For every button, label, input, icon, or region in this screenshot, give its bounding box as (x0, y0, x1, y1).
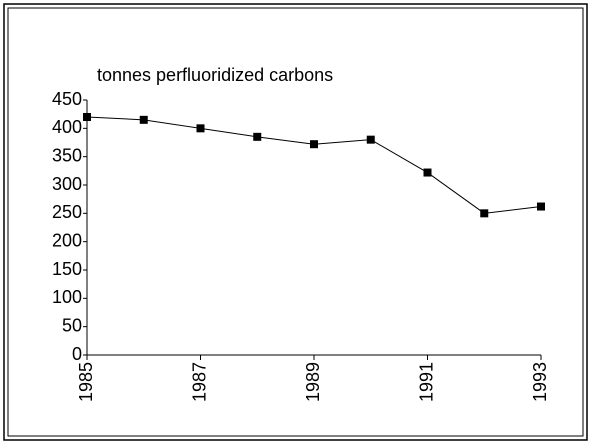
outer-border (3, 3, 588, 441)
marker (196, 124, 205, 133)
y-axis-label: tonnes perfluoridized carbons (97, 65, 333, 85)
y-tick-label: 0 (72, 344, 82, 364)
marker (310, 140, 318, 149)
marker (480, 209, 489, 218)
y-tick-label: 250 (52, 202, 82, 222)
x-tick-label: 1985 (76, 362, 96, 402)
marker (253, 132, 262, 141)
x-tick-label: 1991 (416, 362, 436, 402)
y-tick-label: 450 (52, 89, 82, 109)
y-tick-label: 400 (52, 117, 82, 137)
y-tick-label: 100 (52, 287, 82, 307)
marker (537, 202, 545, 211)
marker (423, 168, 432, 177)
marker (139, 115, 148, 124)
line (86, 116, 542, 214)
y-tick-label: 50 (62, 315, 82, 335)
x-tick-label: 1987 (189, 362, 209, 402)
y-tick-label: 200 (52, 230, 82, 250)
marker (366, 135, 375, 144)
y-tick-label: 300 (52, 174, 82, 194)
y-tick-label: 150 (52, 259, 82, 279)
y-tick-label: 350 (52, 145, 82, 165)
x-tick-label: 1993 (530, 362, 550, 402)
marker (83, 113, 91, 121)
x-tick-label: 1989 (303, 362, 323, 402)
inner-border (7, 7, 584, 437)
